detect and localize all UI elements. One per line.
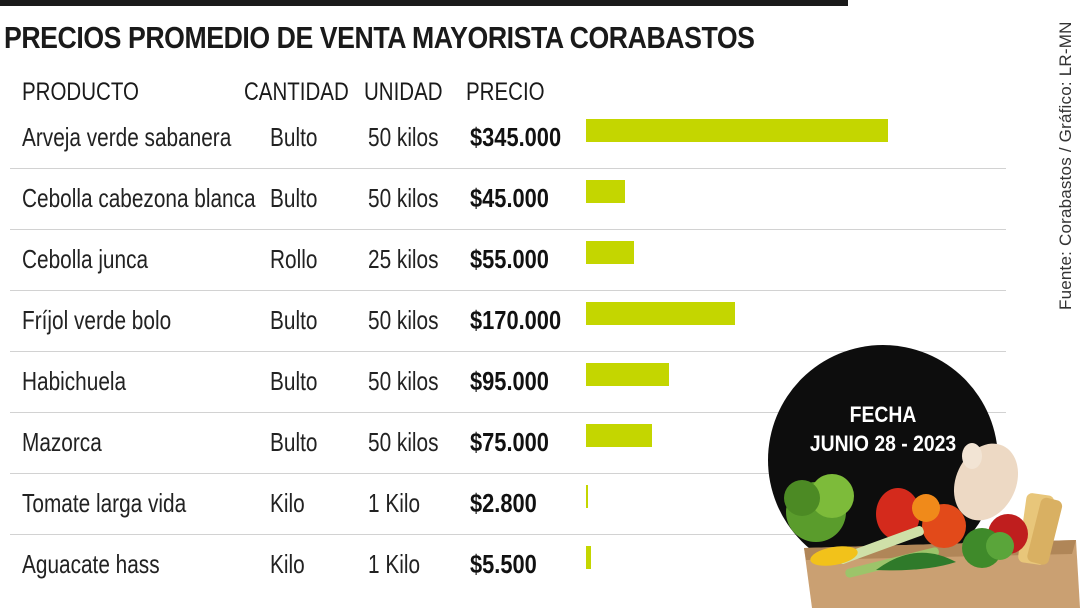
table-row: Arveja verde sabanera Bulto 50 kilos $345.0… [10, 108, 1006, 169]
price-cell: $5.500 [470, 549, 537, 579]
price-bar [586, 241, 634, 264]
quantity-cell: Bulto [270, 183, 318, 213]
chart-title: PRECIOS PROMEDIO DE VENTA MAYORISTA CORA… [4, 20, 755, 55]
product-cell: Cebolla cabezona blanca [22, 183, 256, 213]
date-badge-text: FECHA JUNIO 28 - 2023 [768, 400, 998, 458]
row-separator [10, 290, 1006, 291]
row-separator [10, 351, 1006, 352]
unit-cell: 50 kilos [368, 183, 439, 213]
table-row: Cebolla cabezona blanca Bulto 50 kilos $45.… [10, 169, 1006, 230]
header-price: PRECIO [466, 78, 545, 106]
vegetable-box-illustration [784, 443, 1080, 608]
price-cell: $2.800 [470, 488, 537, 518]
row-separator [10, 412, 1006, 413]
price-cell: $55.000 [470, 244, 549, 274]
price-cell: $95.000 [470, 366, 549, 396]
quantity-cell: Bulto [270, 305, 318, 335]
price-bar [586, 546, 591, 569]
unit-cell: 1 Kilo [368, 488, 421, 518]
unit-cell: 1 Kilo [368, 549, 421, 579]
product-cell: Mazorca [22, 427, 102, 457]
quantity-cell: Kilo [270, 549, 305, 579]
quantity-cell: Rollo [270, 244, 318, 274]
top-rule [0, 0, 848, 6]
table-row: Tomate larga vida Kilo 1 Kilo $2.800 [10, 474, 1006, 535]
row-separator [10, 534, 1006, 535]
quantity-cell: Bulto [270, 427, 318, 457]
row-separator [10, 168, 1006, 169]
badge-date: JUNIO 28 - 2023 [809, 431, 957, 456]
table-row: Habichuela Bulto 50 kilos $95.000 [10, 352, 1006, 413]
header-quantity: CANTIDAD [244, 78, 349, 106]
price-cell: $345.000 [470, 122, 562, 152]
product-cell: Aguacate hass [22, 549, 160, 579]
herbs-icon [876, 552, 956, 571]
source-credit: Fuente: Corabastos / Gráfico: LR-MN [1056, 21, 1075, 310]
quantity-cell: Bulto [270, 366, 318, 396]
price-bar [586, 119, 888, 142]
price-cell: $45.000 [470, 183, 549, 213]
badge-label: FECHA [849, 402, 917, 427]
corn-icon [810, 546, 858, 566]
table-row: Fríjol verde bolo Bulto 50 kilos $170.000 [10, 291, 1006, 352]
leek-icon [838, 526, 924, 564]
header-unit: UNIDAD [364, 78, 443, 106]
unit-cell: 50 kilos [368, 305, 439, 335]
price-bar [586, 485, 588, 508]
unit-cell: 50 kilos [368, 427, 439, 457]
price-cell: $75.000 [470, 427, 549, 457]
header-product: PRODUCTO [22, 78, 139, 106]
row-separator [10, 473, 1006, 474]
row-separator [10, 229, 1006, 230]
quantity-cell: Kilo [270, 488, 305, 518]
unit-cell: 50 kilos [368, 366, 439, 396]
price-bar [586, 363, 669, 386]
price-cell: $170.000 [470, 305, 562, 335]
unit-cell: 25 kilos [368, 244, 439, 274]
price-bar [586, 180, 625, 203]
table-row: Mazorca Bulto 50 kilos $75.000 [10, 413, 1006, 474]
product-cell: Habichuela [22, 366, 127, 396]
product-cell: Cebolla junca [22, 244, 149, 274]
unit-cell: 50 kilos [368, 122, 439, 152]
pepper-icon [876, 488, 920, 540]
price-bar [586, 424, 652, 447]
product-cell: Tomate larga vida [22, 488, 187, 518]
table-row: Cebolla junca Rollo 25 kilos $55.000 [10, 230, 1006, 291]
product-cell: Arveja verde sabanera [22, 122, 232, 152]
table-row: Aguacate hass Kilo 1 Kilo $5.500 [10, 535, 1006, 596]
quantity-cell: Bulto [270, 122, 318, 152]
product-cell: Fríjol verde bolo [22, 305, 172, 335]
price-bar [586, 302, 735, 325]
